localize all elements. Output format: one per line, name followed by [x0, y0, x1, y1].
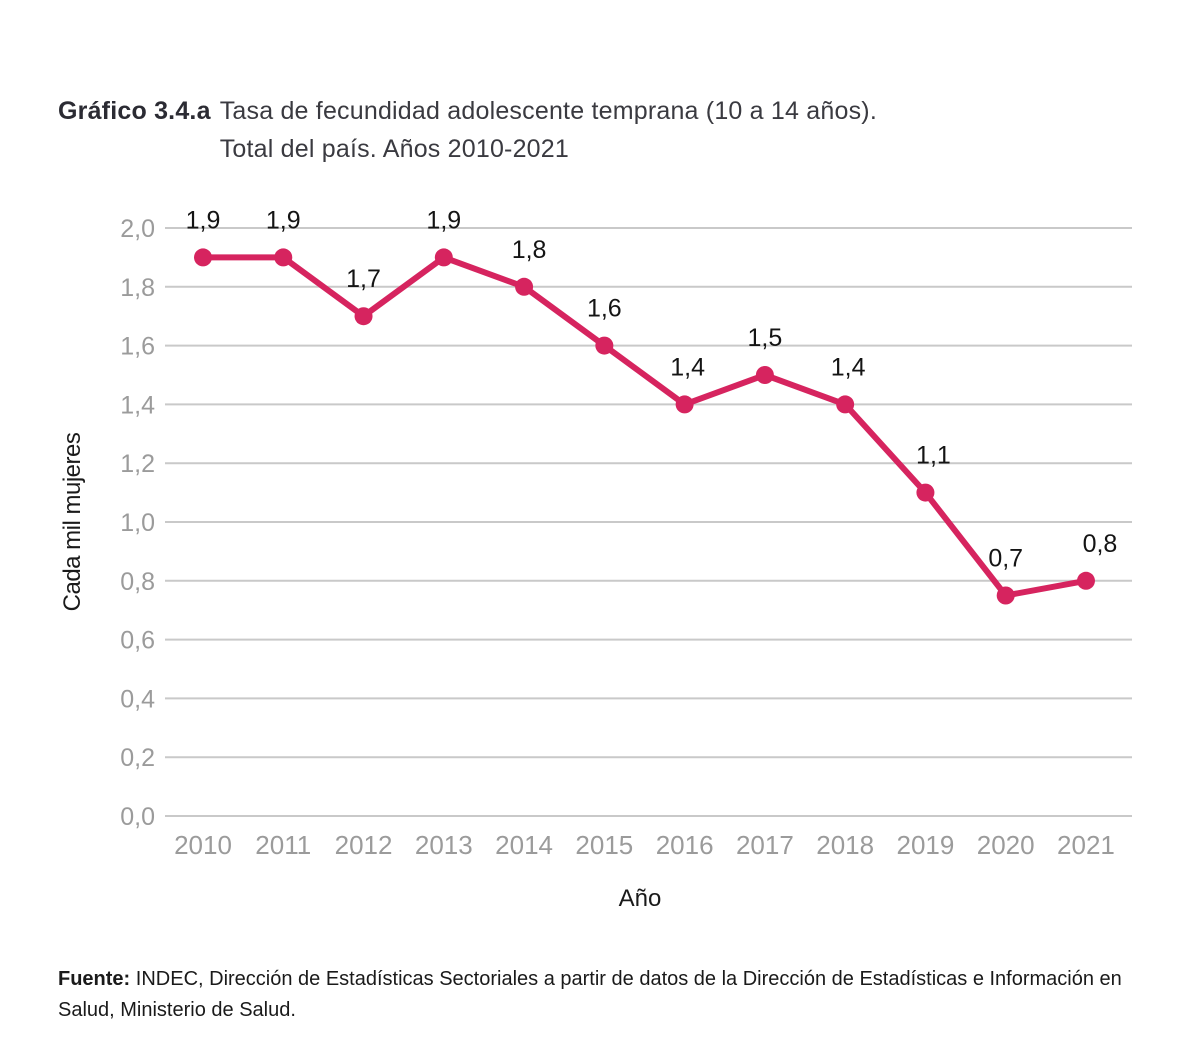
x-axis-title: Año	[619, 885, 662, 912]
x-tick-label: 2013	[415, 830, 473, 860]
data-point-label: 1,9	[186, 206, 221, 234]
y-tick-label: 1,8	[120, 274, 155, 302]
data-point-label: 1,9	[426, 206, 461, 234]
x-tick-label: 2019	[897, 830, 955, 860]
x-tick-label: 2014	[495, 830, 553, 860]
data-point-label: 1,5	[748, 324, 783, 352]
x-tick-label: 2018	[816, 830, 874, 860]
y-tick-label: 1,4	[120, 391, 155, 419]
x-tick-label: 2015	[575, 830, 633, 860]
data-point	[274, 248, 293, 267]
x-tick-label: 2020	[977, 830, 1035, 860]
figure-title-line2: Total del país. Años 2010-2021	[219, 135, 569, 163]
data-point	[595, 336, 614, 355]
y-tick-label: 0,8	[120, 568, 155, 596]
data-point-label: 1,9	[266, 206, 301, 234]
data-point	[675, 395, 694, 414]
data-point	[194, 248, 212, 267]
data-point	[1076, 571, 1095, 590]
data-point-label: 1,4	[831, 353, 866, 381]
data-point	[916, 483, 935, 502]
y-tick-label: 0,0	[120, 803, 155, 831]
x-tick-label: 2012	[335, 830, 393, 860]
figure-title: Gráfico 3.4.a Tasa de fecundidad adolesc…	[58, 92, 877, 168]
x-tick-label: 2010	[174, 830, 232, 860]
data-point	[354, 307, 373, 326]
data-point	[836, 395, 855, 414]
y-tick-label: 0,2	[120, 744, 155, 772]
data-line	[200, 254, 1089, 599]
source-text: INDEC, Dirección de Estadísticas Sectori…	[58, 968, 1122, 1021]
data-point-label: 0,8	[1083, 530, 1118, 558]
source-label: Fuente:	[58, 968, 131, 990]
x-tick-label: 2017	[736, 830, 794, 860]
data-point	[755, 366, 774, 384]
figure-title-line1: Tasa de fecundidad adolescente temprana …	[219, 97, 877, 125]
y-tick-label: 1,0	[120, 509, 155, 537]
x-tick-label: 2021	[1057, 830, 1115, 860]
data-point	[434, 248, 453, 267]
y-tick-label: 0,6	[120, 627, 155, 655]
data-point-label: 0,7	[988, 545, 1023, 573]
y-tick-label: 2,0	[120, 215, 155, 243]
data-point-label: 1,1	[916, 442, 951, 470]
x-tick-label: 2016	[656, 830, 714, 860]
x-tick-label: 2011	[255, 830, 311, 860]
y-tick-label: 1,2	[120, 450, 155, 478]
data-point	[996, 586, 1015, 605]
data-point-label: 1,6	[587, 295, 622, 323]
y-axis-title: Cada mil mujeres	[59, 432, 86, 611]
y-tick-label: 0,4	[120, 685, 155, 713]
figure-number: Gráfico 3.4.a	[58, 97, 211, 125]
y-tick-label: 1,6	[120, 333, 155, 361]
figure-title-text: Tasa de fecundidad adolescente temprana …	[220, 92, 877, 168]
data-point-label: 1,8	[512, 236, 547, 264]
data-point	[515, 277, 534, 296]
data-point-label: 1,4	[670, 353, 705, 381]
data-point-label: 1,7	[346, 265, 381, 293]
source-note: Fuente: INDEC, Dirección de Estadísticas…	[58, 964, 1153, 1026]
